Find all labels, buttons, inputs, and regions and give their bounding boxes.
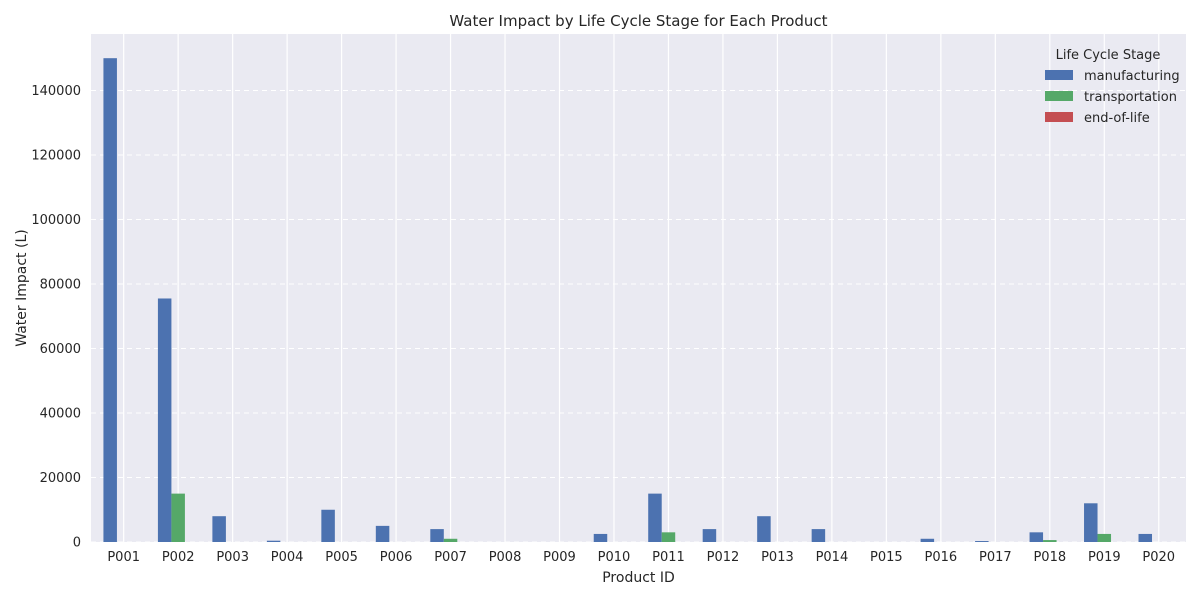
x-tick-label: P018 [1033,550,1066,565]
legend-title: Life Cycle Stage [1056,48,1161,63]
x-tick-label: P019 [1088,550,1121,565]
y-tick-label: 40000 [40,406,81,421]
legend-label-transportation: transportation [1084,90,1177,105]
y-tick-label: 120000 [31,148,81,163]
legend-swatch-end-of-life [1045,112,1073,122]
x-tick-label: P005 [325,550,358,565]
x-tick-label: P020 [1142,550,1175,565]
bar-manufacturing-P003 [212,516,226,542]
legend-swatch-manufacturing [1045,70,1073,80]
bar-transportation-P018 [1043,540,1057,542]
x-tick-label: P013 [761,550,794,565]
bar-manufacturing-P006 [375,525,390,542]
x-tick-labels: P001 P002 P003 P004 P005 P006 P007 P008 P009 P010… [107,550,1175,565]
y-tick-labels: 0 20000 40000 60000 80000 100000 120000 140000 [31,84,81,551]
x-tick-label: P007 [434,550,467,565]
x-tick-label: P016 [925,550,958,565]
x-tick-label: P017 [979,550,1012,565]
x-tick-label: P009 [543,550,576,565]
bar-manufacturing-P014 [811,529,826,542]
bar-manufacturing-P010 [593,533,608,542]
bar-manufacturing-P013 [757,516,771,542]
bar-manufacturing-P012 [702,529,717,542]
legend: Life Cycle Stage manufacturing transporta… [1045,48,1180,126]
bar-manufacturing-P016 [920,538,935,542]
x-axis-label: Product ID [602,570,675,586]
bar-manufacturing-P007 [430,529,444,542]
x-tick-label: P001 [107,550,140,565]
bar-transportation-P002 [171,493,185,542]
x-tick-label: P010 [598,550,631,565]
x-tick-label: P002 [162,550,195,565]
bar-transportation-P011 [661,532,676,542]
bar-transportation-P019 [1097,533,1112,542]
bar-manufacturing-P018 [1029,532,1044,542]
plot-area [91,34,1186,542]
x-tick-label: P003 [216,550,249,565]
bar-manufacturing-P020 [1138,533,1153,542]
bar-manufacturing-P017 [975,541,989,542]
x-tick-label: P014 [816,550,849,565]
y-tick-label: 140000 [31,84,81,99]
chart-title: Water Impact by Life Cycle Stage for Eac… [449,12,827,30]
bars [103,58,1153,542]
x-tick-label: P011 [652,550,685,565]
bar-manufacturing-P002 [157,298,172,542]
bar-transportation-P007 [443,538,458,542]
legend-label-end-of-life: end-of-life [1084,111,1150,126]
bar-manufacturing-P011 [648,493,662,542]
y-tick-label: 60000 [40,342,81,357]
x-tick-label: P004 [271,550,304,565]
y-tick-label: 0 [73,536,81,551]
y-axis-label: Water Impact (L) [14,229,30,346]
x-tick-label: P008 [489,550,522,565]
y-tick-label: 80000 [40,277,81,292]
x-tick-label: P012 [707,550,740,565]
legend-swatch-transportation [1045,91,1073,101]
x-tick-label: P006 [380,550,413,565]
bar-manufacturing-P019 [1084,503,1098,542]
bar-manufacturing-P005 [321,509,335,542]
grid-lines [91,34,1186,543]
legend-items: manufacturing transportation end-of-life [1045,69,1180,126]
bar-manufacturing-P001 [103,58,117,542]
bar-manufacturing-P004 [266,540,281,542]
x-tick-label: P015 [870,550,903,565]
legend-label-manufacturing: manufacturing [1084,69,1180,84]
y-tick-label: 100000 [31,213,81,228]
y-tick-label: 20000 [40,471,81,486]
